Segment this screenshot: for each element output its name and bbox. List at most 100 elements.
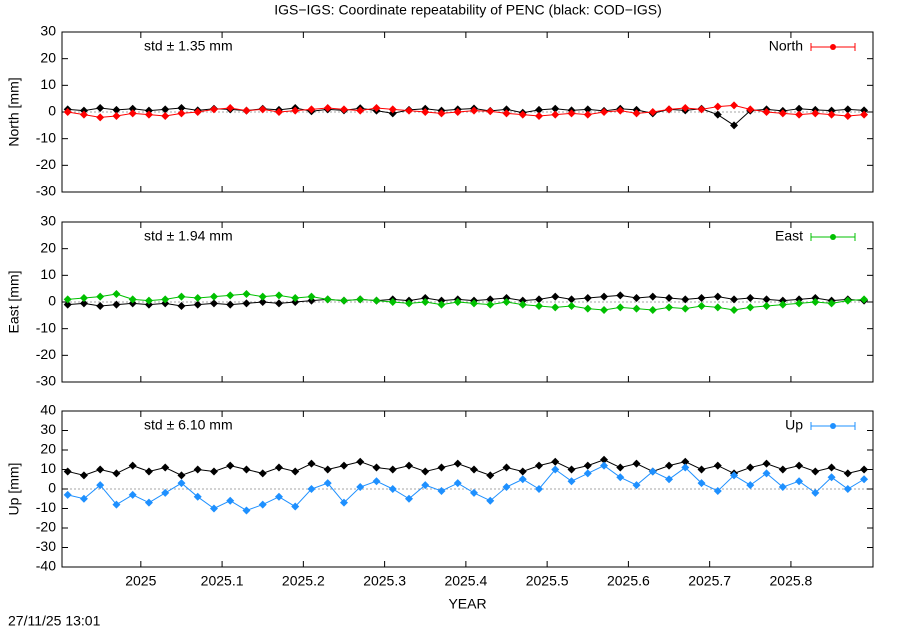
annotation: std ± 6.10 mm: [144, 417, 233, 433]
point: [96, 465, 105, 474]
point: [128, 109, 137, 118]
point: [274, 463, 283, 472]
point: [600, 108, 609, 116]
x-tick-label: 2025.4: [444, 573, 487, 589]
point: [96, 113, 105, 122]
point: [486, 107, 495, 116]
y-tick-label: 0: [48, 103, 56, 119]
point: [567, 109, 576, 118]
point: [209, 299, 218, 308]
y-tick-label: 0: [48, 480, 56, 496]
point: [177, 471, 186, 480]
point: [795, 299, 804, 308]
point: [112, 469, 121, 478]
point: [307, 292, 316, 301]
point: [112, 500, 121, 509]
point: [827, 473, 836, 482]
point: [226, 104, 235, 112]
point: [827, 110, 836, 119]
point: [226, 291, 235, 300]
point: [323, 479, 332, 488]
point: [193, 492, 202, 501]
legend-marker: [830, 44, 836, 50]
point: [502, 483, 511, 492]
y-tick-label: -10: [36, 499, 56, 515]
point: [551, 303, 560, 312]
y-axis-label: Up [mm]: [6, 463, 22, 516]
point: [372, 477, 381, 486]
point: [583, 304, 592, 313]
point: [226, 300, 235, 309]
point: [242, 106, 251, 115]
point: [372, 296, 381, 305]
point: [713, 303, 722, 312]
point: [486, 300, 495, 309]
point: [63, 490, 72, 499]
legend-label: Up: [785, 417, 803, 433]
point: [551, 104, 560, 113]
point: [567, 465, 576, 474]
y-tick-label: -40: [36, 558, 56, 574]
point: [112, 300, 121, 309]
point: [713, 461, 722, 470]
y-tick-label: 10: [40, 76, 56, 92]
point: [193, 300, 202, 309]
y-tick-label: -30: [36, 183, 56, 199]
point: [63, 295, 72, 304]
point: [79, 494, 88, 503]
point: [144, 467, 153, 476]
point: [388, 485, 397, 493]
x-tick-label: 2025.5: [526, 573, 569, 589]
point: [242, 290, 251, 298]
point: [242, 506, 251, 515]
point: [470, 299, 479, 308]
point: [502, 463, 511, 472]
point: [79, 294, 88, 302]
point: [535, 295, 544, 304]
point: [648, 108, 657, 116]
point: [811, 298, 820, 306]
point: [470, 465, 479, 474]
point: [795, 110, 804, 119]
series-line: [67, 107, 865, 126]
chart-title: IGS−IGS: Coordinate repeatability of PEN…: [274, 2, 662, 18]
point: [128, 295, 137, 304]
point: [339, 296, 348, 305]
x-tick-label: 2025.1: [201, 573, 244, 589]
point: [323, 104, 332, 112]
point: [600, 461, 609, 470]
point: [762, 302, 771, 310]
point: [583, 469, 592, 478]
point: [258, 500, 267, 509]
point: [811, 467, 820, 476]
point: [535, 461, 544, 470]
point: [161, 112, 170, 120]
point: [502, 298, 511, 306]
point: [404, 106, 413, 115]
point: [356, 106, 365, 115]
point: [535, 105, 544, 114]
point: [96, 292, 105, 301]
plot-frame: [61, 31, 874, 193]
series-line: [67, 459, 865, 476]
y-tick-label: -30: [36, 538, 56, 554]
point: [339, 461, 348, 470]
timestamp: 27/11/25 13:01: [8, 613, 101, 629]
point: [177, 109, 186, 118]
point: [583, 110, 592, 119]
point: [421, 481, 430, 490]
point: [144, 296, 153, 305]
point: [697, 479, 706, 488]
point: [404, 494, 413, 503]
point: [730, 121, 739, 130]
point: [681, 295, 690, 304]
point: [161, 488, 170, 497]
point: [291, 467, 300, 476]
point: [616, 106, 625, 115]
point: [600, 292, 609, 301]
point: [713, 102, 722, 111]
point: [860, 110, 869, 119]
point: [697, 465, 706, 474]
point: [843, 112, 852, 120]
point: [632, 304, 641, 313]
